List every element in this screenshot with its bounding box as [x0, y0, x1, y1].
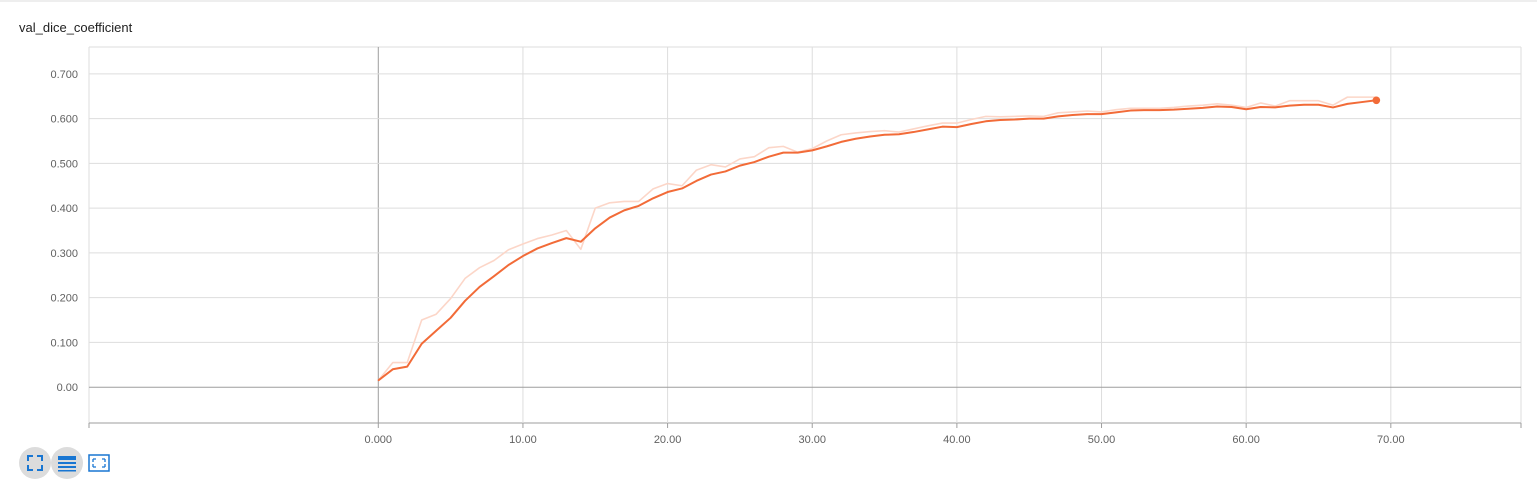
data-point [609, 216, 611, 219]
data-point [1158, 109, 1160, 111]
data-point [912, 131, 915, 133]
x-tick-label: 10.00 [509, 434, 537, 446]
data-point [1173, 109, 1175, 111]
data-point [869, 135, 871, 138]
data-point [811, 149, 813, 151]
fullscreen-button[interactable] [19, 447, 51, 479]
data-point [594, 227, 596, 229]
data-point [681, 187, 683, 190]
data-point [1288, 105, 1291, 107]
data-point [1202, 107, 1204, 109]
data-point [1317, 104, 1320, 106]
last-value-marker [1372, 96, 1381, 105]
data-point [970, 123, 972, 125]
data-point [638, 205, 640, 207]
data-point [695, 180, 698, 182]
x-tick-label: 60.00 [1232, 434, 1260, 446]
x-tick-label: 50.00 [1088, 434, 1116, 446]
data-point [797, 152, 799, 154]
data-point [855, 138, 857, 140]
x-tick-label: 20.00 [654, 434, 682, 446]
data-point [1129, 109, 1132, 112]
data-point [580, 241, 582, 243]
data-point [623, 209, 625, 211]
x-tick-label: 0.000 [365, 434, 393, 446]
data-point [840, 141, 842, 143]
data-point [1086, 113, 1088, 115]
data-point [392, 368, 394, 370]
data-point [493, 275, 495, 277]
y-tick-label: 0.600 [50, 114, 78, 126]
data-point [956, 126, 958, 128]
top-divider [0, 0, 1537, 2]
data-point [1115, 111, 1117, 113]
data-point [435, 330, 437, 332]
chart-toolbar [19, 447, 115, 479]
data-point [522, 255, 524, 257]
data-point [1274, 106, 1276, 109]
fullscreen-icon [26, 454, 44, 472]
x-tick-label: 40.00 [943, 434, 971, 446]
data-point [753, 161, 755, 163]
smoothed-series-line [377, 99, 1377, 382]
data-point [1057, 115, 1059, 117]
data-point [1361, 101, 1363, 103]
data-point [1187, 108, 1189, 110]
data-point [1332, 106, 1334, 109]
raw-series-line [377, 96, 1377, 381]
y-tick-label: 0.400 [50, 203, 78, 215]
data-point [565, 237, 567, 239]
toggle-log-scale-button[interactable] [51, 447, 83, 479]
data-point [464, 300, 466, 302]
data-point [985, 120, 987, 122]
data-point [927, 128, 929, 130]
fit-domain-button[interactable] [83, 447, 115, 479]
data-point [1028, 118, 1030, 120]
x-tick-label: 30.00 [798, 434, 826, 446]
data-point [1216, 105, 1218, 108]
data-point [406, 366, 408, 368]
y-tick-label: 0.700 [50, 69, 78, 81]
x-tick-label: 70.00 [1377, 434, 1405, 446]
chart-title: val_dice_coefficient [19, 20, 133, 35]
y-tick-label: 0.500 [50, 158, 78, 170]
data-point [551, 242, 553, 244]
data-point [724, 170, 727, 173]
data-point [652, 197, 654, 199]
data-point [536, 247, 539, 250]
data-point [478, 286, 481, 288]
data-point [898, 133, 900, 135]
data-point [883, 134, 886, 136]
data-point [666, 191, 669, 193]
data-point [710, 173, 712, 176]
data-point [1100, 113, 1103, 115]
data-point [507, 264, 510, 266]
data-point [377, 379, 379, 382]
data-point [1303, 104, 1305, 106]
data-point [1014, 118, 1016, 121]
fit-domain-icon [88, 454, 110, 472]
y-tick-label: 0.100 [50, 337, 78, 349]
data-point [1231, 106, 1233, 108]
list-icon [57, 454, 77, 472]
y-tick-label: 0.300 [50, 248, 78, 260]
data-point [1043, 118, 1045, 120]
data-point [450, 317, 452, 319]
y-tick-label: 0.200 [50, 293, 78, 305]
data-point [1346, 103, 1349, 105]
data-point [999, 119, 1001, 121]
data-point [739, 165, 741, 167]
data-point [1071, 114, 1074, 116]
data-point [768, 156, 770, 158]
data-point [1144, 109, 1146, 111]
data-point [826, 145, 828, 147]
data-point [782, 152, 784, 154]
data-point [1245, 108, 1247, 110]
data-point [1260, 106, 1262, 108]
y-tick-label: 0.00 [57, 382, 78, 394]
data-point [941, 126, 944, 128]
data-point [421, 343, 423, 345]
